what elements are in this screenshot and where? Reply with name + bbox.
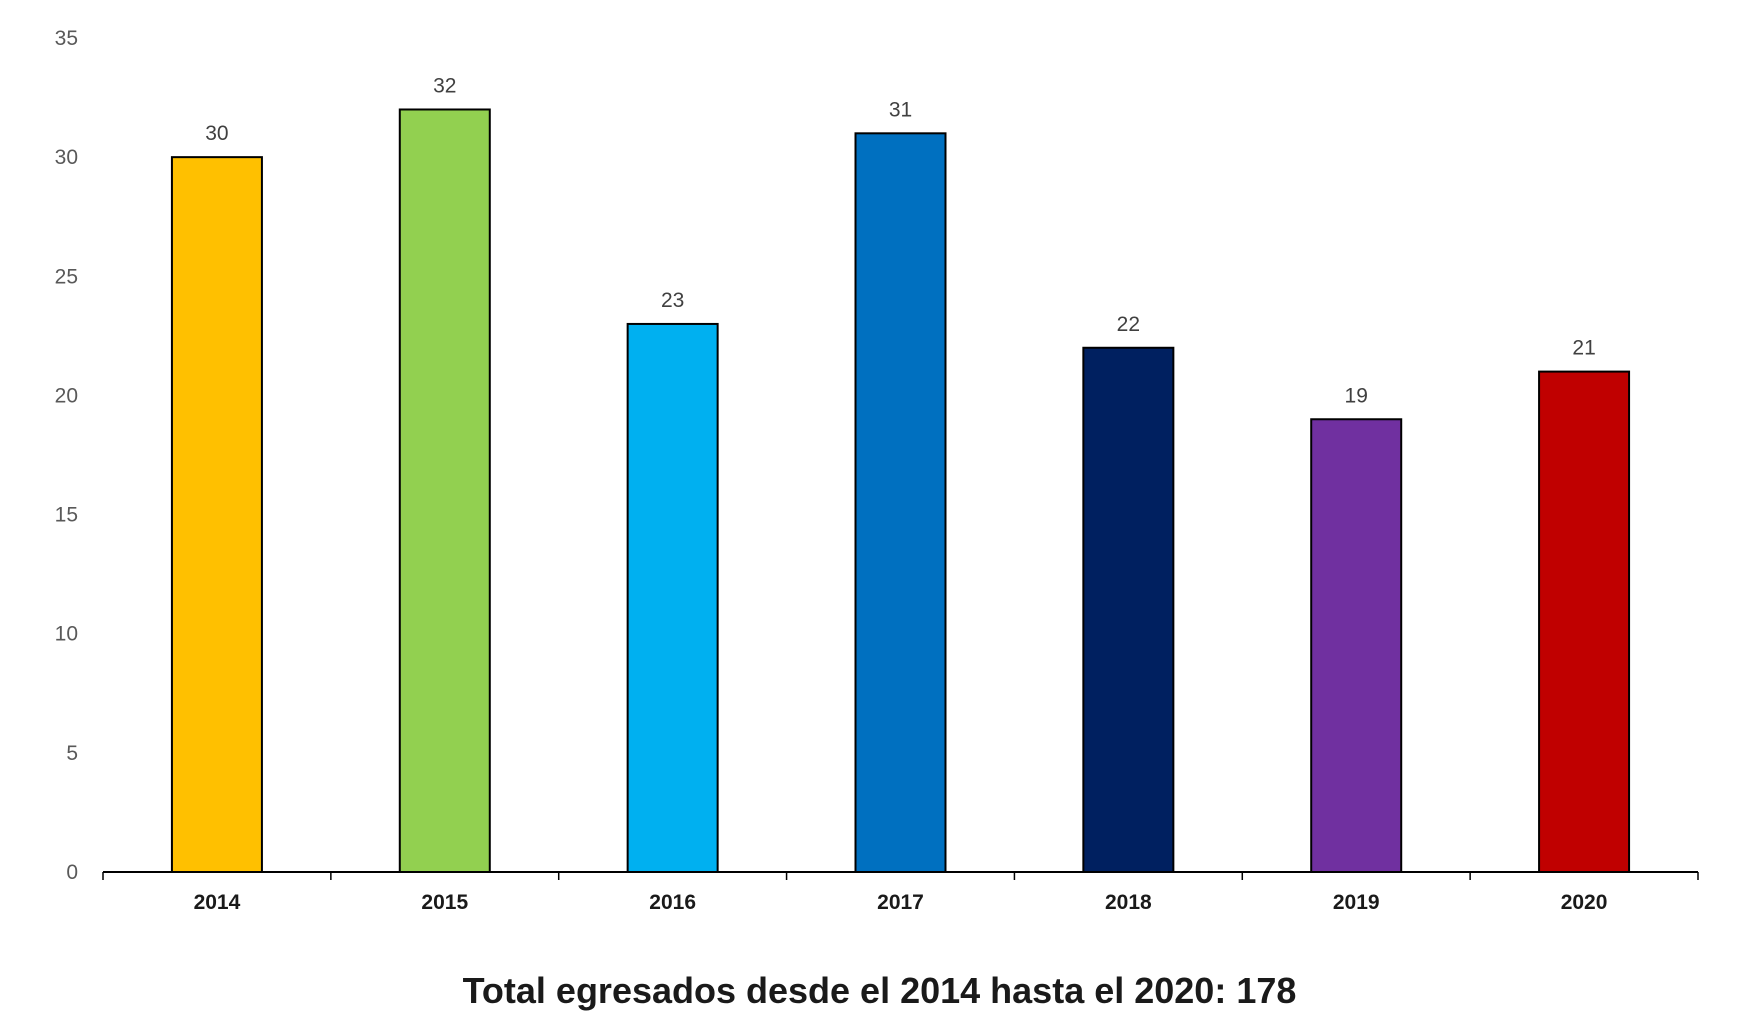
y-tick-label: 5 — [66, 742, 78, 765]
y-axis-ticks: 0 5 10 15 20 25 30 35 — [55, 27, 78, 884]
data-label-2019: 19 — [1345, 384, 1368, 407]
bar-2016 — [626, 322, 719, 873]
y-tick-label: 0 — [66, 861, 78, 884]
data-label-2017: 31 — [889, 98, 912, 121]
bar-2015 — [398, 108, 491, 873]
bar-2014 — [170, 156, 263, 873]
x-tick-label-2014: 2014 — [194, 891, 241, 914]
y-tick-label: 30 — [55, 146, 78, 169]
chart-title: Total egresados desde el 2014 hasta el 2… — [462, 970, 1297, 1011]
y-tick-label: 35 — [55, 27, 78, 50]
data-label-2020: 21 — [1572, 337, 1595, 360]
data-label-2016: 23 — [661, 289, 684, 312]
x-axis-labels-group: 2014 2015 2016 2017 2018 2019 2020 — [194, 891, 1608, 914]
x-tick-label-2018: 2018 — [1105, 891, 1152, 914]
y-tick-label: 25 — [55, 265, 78, 288]
bar-2019 — [1310, 418, 1403, 873]
x-tick-label-2016: 2016 — [649, 891, 696, 914]
y-tick-label: 10 — [55, 623, 78, 646]
bar-2018 — [1082, 346, 1175, 873]
bars-group — [170, 108, 1631, 874]
y-tick-label: 15 — [55, 504, 78, 527]
data-label-2014: 30 — [205, 122, 228, 145]
x-axis-tick-marks — [102, 872, 1699, 880]
bar-2017 — [854, 132, 947, 874]
y-tick-label: 20 — [55, 384, 78, 407]
x-tick-label-2017: 2017 — [877, 891, 924, 914]
data-label-2018: 22 — [1117, 313, 1140, 336]
x-tick-label-2015: 2015 — [421, 891, 468, 914]
data-labels-group: 30 32 23 31 22 19 21 — [205, 74, 1596, 407]
x-tick-label-2019: 2019 — [1333, 891, 1380, 914]
data-label-2015: 32 — [433, 74, 456, 97]
bar-2020 — [1538, 370, 1631, 873]
x-tick-label-2020: 2020 — [1561, 891, 1608, 914]
